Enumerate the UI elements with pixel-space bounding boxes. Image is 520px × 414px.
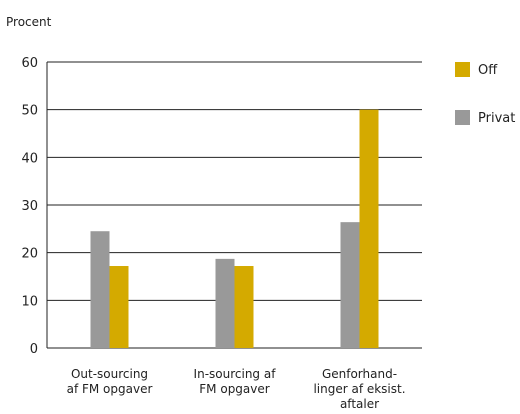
legend-label-off: Off bbox=[478, 63, 498, 78]
bar-privat-1 bbox=[90, 231, 110, 348]
y-tick-label-40: 40 bbox=[21, 151, 38, 166]
y-tick-label-10: 10 bbox=[21, 294, 38, 309]
y-tick-label-30: 30 bbox=[21, 199, 38, 214]
y-tick-label-60: 60 bbox=[21, 56, 38, 71]
category-label-3-line-2: linger af eksist. bbox=[313, 382, 405, 396]
category-label-3-line-1: Genforhand- bbox=[322, 367, 397, 381]
y-tick-label-20: 20 bbox=[21, 247, 38, 262]
bar-privat-2 bbox=[215, 258, 235, 348]
bars bbox=[90, 109, 379, 349]
bar-off-2 bbox=[234, 266, 254, 348]
category-label-1-line-2: af FM opgaver bbox=[67, 382, 153, 396]
legend-swatch-off bbox=[455, 62, 470, 77]
y-tick-labels: 0 10 20 30 40 50 60 bbox=[21, 56, 38, 357]
y-tick-label-0: 0 bbox=[30, 342, 38, 357]
category-label-2-line-2: FM opgaver bbox=[199, 382, 269, 396]
y-axis-label: Procent bbox=[6, 15, 52, 29]
legend: Off Privat bbox=[455, 62, 515, 126]
y-tick-label-50: 50 bbox=[21, 104, 38, 119]
legend-label-privat: Privat bbox=[478, 111, 515, 126]
category-label-2-line-1: In-sourcing af bbox=[194, 367, 277, 381]
bar-off-1 bbox=[109, 266, 129, 348]
bar-off-3 bbox=[359, 109, 379, 349]
bar-privat-3 bbox=[340, 222, 360, 348]
legend-swatch-privat bbox=[455, 110, 470, 125]
category-label-3-line-3: aftaler bbox=[340, 397, 379, 411]
category-label-1-line-1: Out-sourcing bbox=[71, 367, 148, 381]
